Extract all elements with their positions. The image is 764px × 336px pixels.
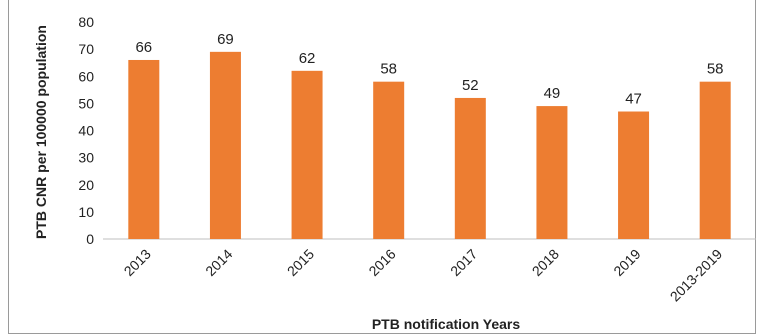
x-tick-label: 2015 bbox=[284, 246, 317, 279]
x-tick-label: 2019 bbox=[610, 246, 643, 279]
x-tick-label: 2013 bbox=[121, 246, 154, 279]
x-axis-ticks: 2013 2014 2015 2016 2017 2018 2019 2013-2019 bbox=[121, 246, 726, 305]
bar bbox=[209, 51, 241, 240]
y-axis-title: PTB CNR per 100000 population bbox=[33, 25, 49, 239]
bar-data-label: 49 bbox=[544, 85, 561, 102]
x-tick-label: 2017 bbox=[447, 246, 480, 279]
x-tick-label: 2013-2019 bbox=[667, 246, 726, 305]
bar-data-label: 52 bbox=[462, 77, 479, 94]
y-tick-label: 70 bbox=[78, 41, 94, 57]
y-tick-label: 20 bbox=[78, 177, 94, 193]
y-tick-label: 0 bbox=[86, 231, 94, 247]
x-tick-label: 2016 bbox=[365, 246, 398, 279]
x-axis-title: PTB notification Years bbox=[372, 316, 521, 332]
bar-data-label: 58 bbox=[380, 61, 397, 78]
y-tick-label: 50 bbox=[78, 95, 94, 111]
bar bbox=[618, 111, 650, 239]
y-tick-label: 30 bbox=[78, 150, 94, 166]
y-tick-label: 10 bbox=[78, 204, 94, 220]
bar bbox=[128, 59, 160, 239]
y-tick-label: 80 bbox=[78, 14, 94, 30]
bar bbox=[699, 81, 731, 239]
bars bbox=[128, 51, 731, 240]
bar bbox=[454, 97, 486, 239]
bar bbox=[373, 81, 405, 239]
bar-data-label: 66 bbox=[135, 39, 152, 56]
bar-data-label: 47 bbox=[625, 91, 642, 108]
data-labels: 66 69 62 58 52 49 47 58 bbox=[135, 31, 723, 108]
bar-data-label: 58 bbox=[707, 61, 724, 78]
x-tick-label: 2018 bbox=[529, 246, 562, 279]
bar bbox=[291, 70, 323, 239]
x-tick-label: 2014 bbox=[202, 246, 235, 279]
y-tick-label: 60 bbox=[78, 68, 94, 84]
bar-data-label: 69 bbox=[217, 31, 234, 48]
bar-data-label: 62 bbox=[299, 50, 316, 67]
bar bbox=[536, 106, 568, 240]
y-axis-ticks: 0 10 20 30 40 50 60 70 80 bbox=[78, 14, 94, 247]
y-tick-label: 40 bbox=[78, 123, 94, 139]
